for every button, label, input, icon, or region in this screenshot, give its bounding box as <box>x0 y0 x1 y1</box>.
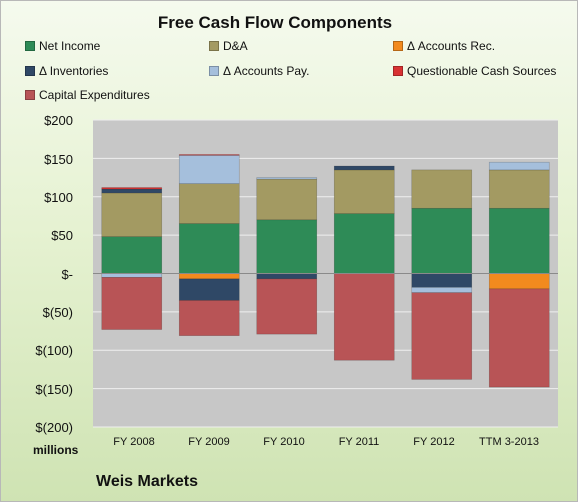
bar-segment <box>256 273 318 280</box>
legend-swatch-net-income <box>25 41 35 51</box>
y-tick-label: $(150) <box>35 382 73 397</box>
legend-label-da: D&A <box>223 39 248 53</box>
bar-segment <box>411 207 473 274</box>
y-tick-label: $100 <box>44 190 73 205</box>
bar-segment <box>101 192 163 237</box>
legend-item-accounts-rec: Δ Accounts Rec. <box>393 39 495 53</box>
legend-label-accounts-rec: Δ Accounts Rec. <box>407 39 496 53</box>
legend-item-questionable: Questionable Cash Sources <box>393 64 556 78</box>
legend-item-net-income: Net Income <box>25 39 100 53</box>
bar-segment <box>178 183 240 224</box>
legend-swatch-accounts-pay <box>209 66 219 76</box>
bar-segment <box>488 169 550 209</box>
bar-segment <box>256 219 318 274</box>
legend-item-da: D&A <box>209 39 248 53</box>
bar-segment <box>178 300 240 336</box>
x-tick-label: FY 2010 <box>263 436 305 448</box>
bar-segment <box>256 278 318 335</box>
bar-segment <box>101 187 163 190</box>
x-tick-label: FY 2011 <box>338 436 380 448</box>
bar-segment <box>101 236 163 274</box>
bar-segment <box>101 277 163 330</box>
y-tick-label: $150 <box>44 152 73 167</box>
bar-segment <box>488 273 550 290</box>
bar-segment <box>333 165 395 171</box>
bar-segment <box>411 169 473 209</box>
legend-item-inventories: Δ Inventories <box>25 64 108 78</box>
unit-label: millions <box>33 443 79 457</box>
y-tick-label: $(100) <box>35 343 73 358</box>
bar-segment <box>411 287 473 293</box>
bar-segment <box>178 223 240 274</box>
bar-segment <box>256 177 318 180</box>
legend-swatch-da <box>209 41 219 51</box>
legend-swatch-accounts-rec <box>393 41 403 51</box>
x-tick-label: FY 2012 <box>413 436 455 448</box>
bar-segment <box>101 273 163 278</box>
x-tick-label: FY 2008 <box>113 436 155 448</box>
legend-label-accounts-pay: Δ Accounts Pay. <box>223 64 310 78</box>
y-tick-label: $- <box>61 267 73 282</box>
bar-segment <box>488 288 550 388</box>
y-tick-label: $50 <box>51 228 73 243</box>
chart-title: Free Cash Flow Components <box>157 13 393 32</box>
legend-swatch-capex <box>25 90 35 100</box>
legend-label-net-income: Net Income <box>39 39 101 53</box>
x-tick-label: TTM 3-2013 <box>479 436 539 448</box>
legend-item-capex: Capital Expenditures <box>25 88 150 102</box>
bar-segment <box>178 155 240 185</box>
y-tick-label: $(200) <box>35 420 73 435</box>
bar-segment <box>178 154 240 156</box>
bar-segment <box>256 178 318 221</box>
y-tick-label: $200 <box>44 113 73 128</box>
bar-segment <box>333 273 395 361</box>
bar-segment <box>101 188 163 194</box>
bar-segment <box>333 169 395 214</box>
bar-segment <box>488 207 550 274</box>
bar-segment <box>178 273 240 280</box>
legend-label-questionable: Questionable Cash Sources <box>407 64 557 78</box>
y-tick-label: $(50) <box>42 305 73 320</box>
bar-segment <box>178 278 240 301</box>
legend-item-accounts-pay: Δ Accounts Pay. <box>209 64 310 78</box>
legend-swatch-questionable <box>393 66 403 76</box>
company-name: Weis Markets <box>96 473 198 490</box>
x-tick-label: FY 2009 <box>188 436 230 448</box>
legend-swatch-inventories <box>25 66 35 76</box>
bar-segment <box>411 292 473 380</box>
legend-label-inventories: Δ Inventories <box>39 64 109 78</box>
legend-label-capex: Capital Expenditures <box>39 88 150 102</box>
bar-segment <box>333 213 395 274</box>
bar-segment <box>488 161 550 171</box>
bar-segment <box>411 273 473 288</box>
